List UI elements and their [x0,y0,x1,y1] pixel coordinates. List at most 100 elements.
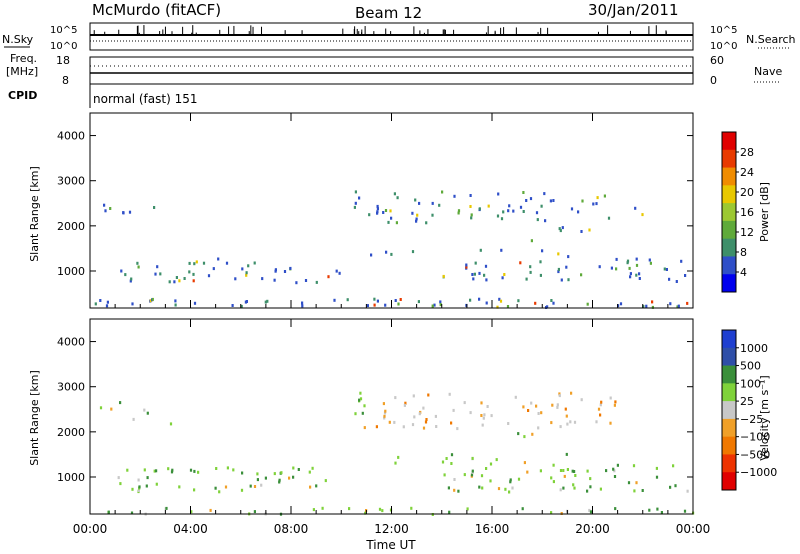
echo-cell [512,209,515,213]
echo-cell [214,486,217,490]
echo-cell [472,277,475,281]
echo-cell [189,468,193,472]
echo-cell [175,276,178,279]
echo-cell [500,248,503,252]
freq-label: Freq. [10,52,37,65]
echo-cell [188,270,191,274]
echo-cell [363,404,366,408]
echo-cell [415,217,418,221]
echo-cell [397,455,400,459]
echo-cell [481,486,484,490]
echo-cell [573,486,576,490]
echo-cell [588,228,591,232]
echo-cell [501,276,504,280]
echo-cell [680,259,683,263]
freq-unit: [MHz] [6,65,38,78]
nsky-label: N.Sky [2,33,34,46]
echo-cell [94,302,97,306]
echo-cell [503,273,506,276]
time-axis-label: Time UT [365,538,416,552]
echo-cell [225,261,229,265]
colorbar-segment [722,220,736,240]
echo-cell [385,250,388,254]
echo-cell [110,407,113,411]
echo-cell [411,423,415,427]
y-tick-label: 2000 [57,220,85,233]
echo-cell [674,484,677,488]
echo-cell [358,398,361,402]
time-tick-label: 08:00 [274,522,309,536]
echo-cell [359,391,362,395]
echo-cell [529,270,532,274]
echo-cell [195,260,198,264]
colorbar-tick-label: −500 [740,448,770,461]
echo-cell [143,408,146,412]
echo-cell [635,481,638,485]
echo-cell [373,297,376,301]
echo-cell [537,426,540,430]
echo-cell [315,484,318,488]
echo-cell [333,298,336,302]
echo-cell [586,469,589,473]
echo-cell [558,227,561,231]
power-panel: 1000 2000 3000 4000 Slant Range [km] 28 24 20… [28,112,771,309]
echo-cell [471,273,474,276]
echo-cell [359,397,363,401]
echo-cell [382,402,385,406]
echo-cell [422,406,425,410]
echo-cell [202,261,206,265]
echo-cell [470,213,473,217]
echo-cell [433,303,436,307]
echo-cell [390,252,393,256]
echo-cell [393,192,396,196]
echo-cell [373,303,376,307]
echo-cell [178,485,181,489]
echo-cell [273,472,276,476]
echo-cell [629,275,632,279]
echo-cell [431,201,434,205]
velocity-x-ticks [89,319,694,514]
echo-cell [641,213,644,217]
echo-cell [669,302,672,306]
noise-panel-frame [89,22,694,51]
echo-cell [354,412,357,416]
echo-cell [589,477,592,481]
echo-cell [388,420,391,424]
echo-cell [523,435,526,439]
echo-cell [425,221,428,225]
echo-cell [453,194,456,198]
colorbar-tick-label: −25 [740,413,763,426]
echo-cell [245,273,248,277]
echo-cell [649,261,652,265]
echo-cell [394,461,397,465]
echo-cell [499,299,503,303]
echo-cell [565,452,568,456]
echo-cell [354,201,357,205]
echo-cell [557,270,560,274]
colorbar-segment [722,132,736,151]
echo-cell [384,409,387,413]
echo-cell [321,506,324,510]
echo-cell [482,416,485,420]
echo-cell [129,279,132,283]
echo-cell [193,262,196,266]
echo-cell [599,413,602,417]
echo-cell [580,398,583,402]
echo-cell [626,261,629,265]
echo-cell [470,216,473,220]
echo-cell [525,199,528,202]
time-tick-label: 00:00 [676,522,711,536]
echo-cell [556,405,559,409]
time-tick-label: 20:00 [575,522,610,536]
echo-cell [539,260,542,264]
echo-cell [376,204,379,208]
echo-cell [526,470,529,474]
echo-cell [595,202,598,206]
echo-cell [470,473,474,477]
echo-cell [105,304,109,308]
echo-cell [478,271,481,275]
time-tick-label: 12:00 [374,522,409,536]
echo-cell [522,191,525,194]
echo-cell [540,204,543,208]
echo-cell [137,489,140,492]
